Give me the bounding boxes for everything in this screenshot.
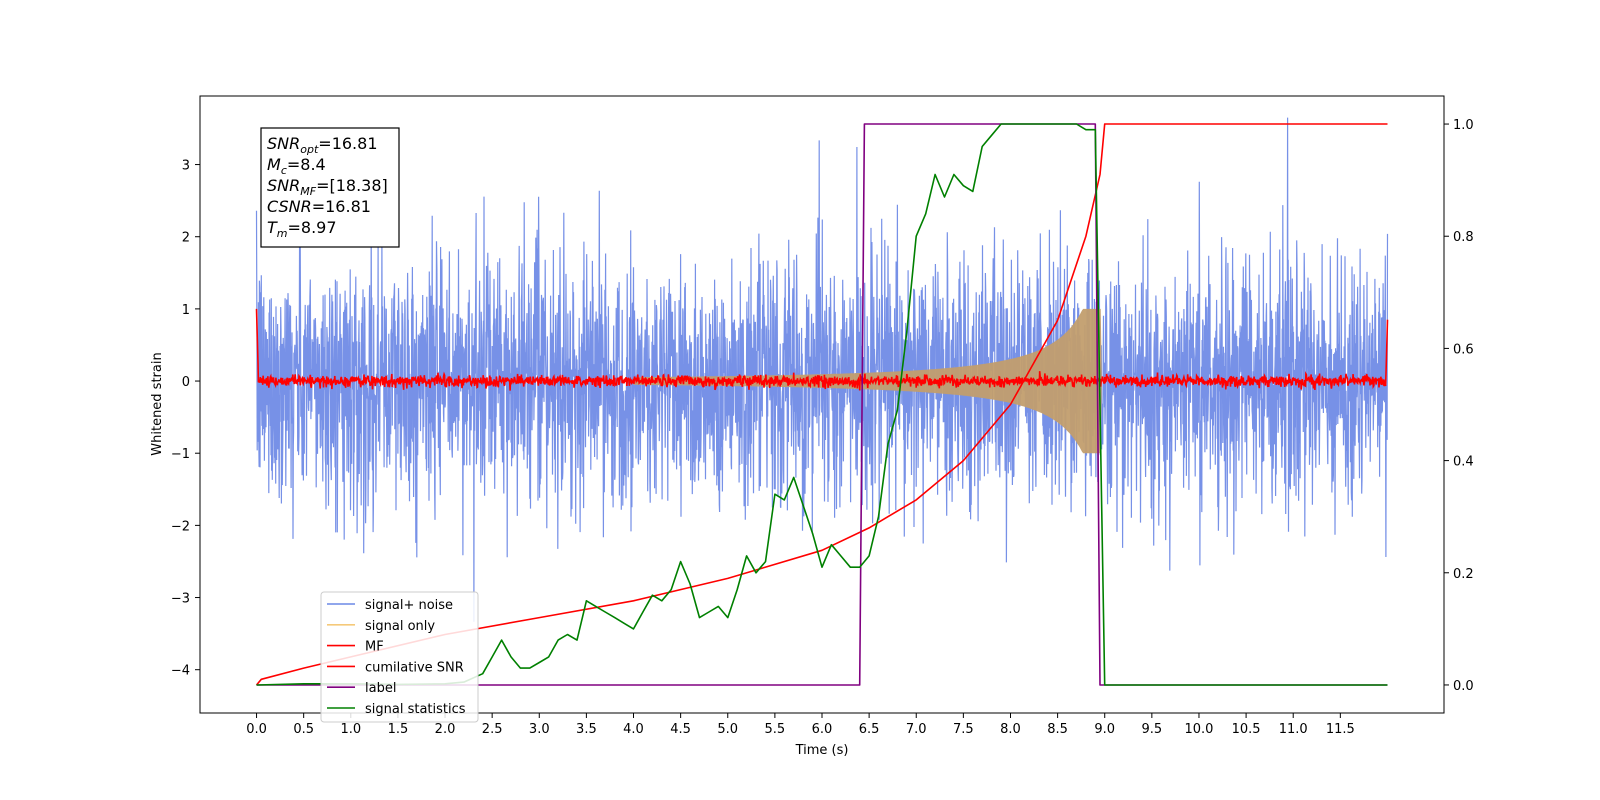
y-left-tick-label: −2 bbox=[171, 519, 190, 534]
x-tick-label: 0.0 bbox=[246, 722, 267, 737]
legend-entry: signal only bbox=[365, 619, 435, 634]
x-tick-label: 10.5 bbox=[1232, 722, 1261, 737]
x-axis-label: Time (s) bbox=[795, 743, 849, 758]
legend: signal+ noise signal only MF cumilative SNR… bbox=[320, 591, 479, 723]
x-tick-label: 10.0 bbox=[1184, 722, 1213, 737]
y-right-tick-label: 0.0 bbox=[1453, 679, 1474, 694]
legend-frame bbox=[320, 591, 479, 723]
x-tick-label: 11.0 bbox=[1279, 722, 1308, 737]
annotation-line: CSNR=16.81 bbox=[267, 197, 371, 216]
x-tick-label: 0.5 bbox=[293, 722, 314, 737]
x-tick-label: 6.0 bbox=[812, 722, 833, 737]
y-axis-label: Whitened strain bbox=[150, 352, 165, 455]
legend-entry: cumilative SNR bbox=[365, 660, 464, 675]
y-axis-right: 0.0 0.2 0.4 0.6 0.8 1.0 bbox=[1444, 118, 1474, 694]
x-tick-label: 3.0 bbox=[529, 722, 550, 737]
y-right-tick-label: 0.6 bbox=[1453, 342, 1474, 357]
x-axis: 0.0 0.5 1.0 1.5 2.0 2.5 3.0 3.5 4.0 4.5 5.0 5.5 6.0 6… bbox=[246, 713, 1355, 737]
annotation-frame bbox=[260, 127, 400, 248]
series-signal-noise-line bbox=[255, 117, 1389, 622]
x-tick-label: 4.5 bbox=[670, 722, 691, 737]
x-tick-label: 8.5 bbox=[1047, 722, 1068, 737]
x-tick-label: 2.0 bbox=[435, 722, 456, 737]
y-left-tick-label: 2 bbox=[182, 231, 190, 246]
legend-entry: signal+ noise bbox=[365, 598, 453, 613]
x-tick-label: 5.0 bbox=[717, 722, 738, 737]
x-tick-label: 7.5 bbox=[953, 722, 974, 737]
x-tick-label: 1.5 bbox=[388, 722, 409, 737]
x-tick-label: 7.0 bbox=[906, 722, 927, 737]
annotation-line: Mc=8.4 bbox=[267, 155, 326, 177]
legend-entry: MF bbox=[365, 640, 384, 655]
y-left-tick-label: 3 bbox=[182, 159, 190, 174]
annotation-line: SNRMF=[18.38] bbox=[267, 176, 388, 198]
legend-entry: label bbox=[365, 681, 396, 696]
series-mf-line bbox=[255, 308, 1389, 391]
y-left-tick-label: −1 bbox=[171, 447, 190, 462]
series-signal-statistics-line bbox=[256, 123, 1388, 686]
y-right-tick-label: 0.2 bbox=[1453, 567, 1474, 582]
y-right-tick-label: 0.8 bbox=[1453, 230, 1474, 245]
y-left-tick-label: −3 bbox=[171, 592, 190, 607]
legend-entry: signal statistics bbox=[365, 702, 466, 717]
y-left-tick-label: −4 bbox=[171, 664, 190, 679]
x-tick-label: 6.5 bbox=[859, 722, 880, 737]
x-tick-label: 5.5 bbox=[765, 722, 786, 737]
x-tick-label: 9.5 bbox=[1142, 722, 1163, 737]
y-right-tick-label: 0.4 bbox=[1453, 455, 1474, 470]
x-tick-label: 8.0 bbox=[1000, 722, 1021, 737]
annotation-line: SNRopt=16.81 bbox=[267, 134, 378, 156]
x-tick-label: 4.0 bbox=[623, 722, 644, 737]
x-tick-label: 3.5 bbox=[576, 722, 597, 737]
annotation-box: SNRopt=16.81Mc=8.4SNRMF=[18.38]CSNR=16.8… bbox=[260, 127, 400, 248]
x-tick-label: 9.0 bbox=[1094, 722, 1115, 737]
x-tick-label: 11.5 bbox=[1326, 722, 1355, 737]
x-tick-label: 1.0 bbox=[340, 722, 361, 737]
annotation-line: Tm=8.97 bbox=[267, 218, 337, 240]
y-right-tick-label: 1.0 bbox=[1453, 118, 1474, 133]
y-axis-left: −4 −3 −2 −1 0 1 2 3 bbox=[171, 159, 200, 679]
y-left-tick-label: 0 bbox=[182, 375, 190, 390]
x-tick-label: 2.5 bbox=[482, 722, 503, 737]
y-left-tick-label: 1 bbox=[182, 303, 190, 318]
